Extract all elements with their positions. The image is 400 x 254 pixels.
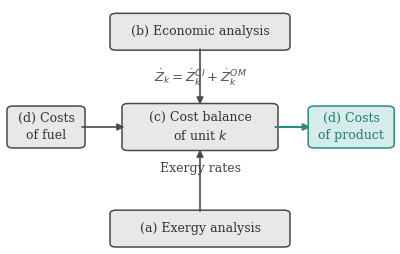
Text: Exergy rates: Exergy rates bbox=[160, 162, 240, 176]
FancyBboxPatch shape bbox=[122, 104, 278, 150]
Text: (a) Exergy analysis: (a) Exergy analysis bbox=[140, 222, 260, 235]
Text: (b) Economic analysis: (b) Economic analysis bbox=[131, 25, 269, 38]
FancyBboxPatch shape bbox=[308, 106, 394, 148]
FancyBboxPatch shape bbox=[7, 106, 85, 148]
FancyBboxPatch shape bbox=[110, 13, 290, 50]
Text: $\dot{Z}_k = \dot{Z}_k^{CI} + \dot{Z}_k^{OM}$: $\dot{Z}_k = \dot{Z}_k^{CI} + \dot{Z}_k^… bbox=[154, 67, 246, 88]
Text: (c) Cost balance
of unit $k$: (c) Cost balance of unit $k$ bbox=[148, 111, 252, 143]
FancyBboxPatch shape bbox=[110, 210, 290, 247]
Text: (d) Costs
of product: (d) Costs of product bbox=[318, 112, 384, 142]
Text: (d) Costs
of fuel: (d) Costs of fuel bbox=[18, 112, 74, 142]
